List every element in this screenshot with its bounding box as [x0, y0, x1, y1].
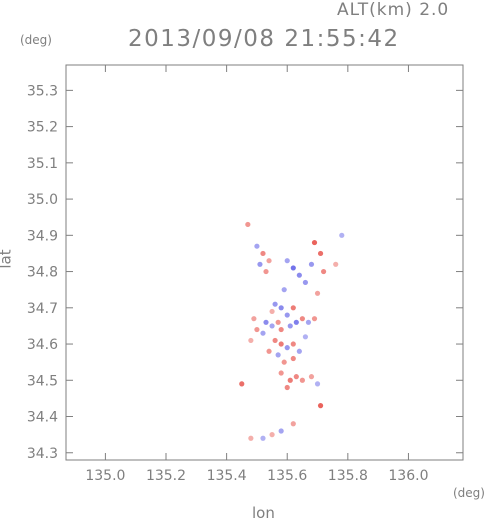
data-point: [248, 337, 254, 344]
data-point: [290, 265, 296, 271]
y-tick-label: 34.5: [27, 373, 58, 389]
data-point: [333, 261, 339, 267]
data-point: [287, 323, 293, 329]
data-point: [254, 326, 260, 333]
data-point: [293, 319, 299, 325]
data-point: [257, 261, 263, 267]
data-point: [254, 243, 260, 249]
y-tick-label: 34.8: [27, 265, 58, 281]
data-point: [296, 348, 302, 354]
data-point: [299, 377, 305, 383]
data-point: [251, 316, 257, 322]
data-point: [263, 319, 269, 325]
data-point: [281, 287, 287, 293]
data-point: [308, 261, 315, 267]
data-point: [260, 250, 266, 257]
y-tick-label: 34.9: [27, 228, 58, 244]
data-point: [320, 268, 327, 275]
data-point: [278, 428, 284, 434]
y-tick-label: 35.2: [27, 120, 58, 136]
data-point: [284, 258, 290, 264]
data-point: [272, 337, 278, 344]
data-point: [260, 330, 266, 336]
data-point: [299, 316, 305, 322]
data-point: [278, 305, 284, 311]
data-point: [293, 374, 299, 380]
data-point: [278, 341, 284, 347]
data-point: [311, 239, 318, 246]
data-point: [290, 305, 296, 311]
plot-frame: [65, 64, 464, 461]
data-point: [302, 334, 309, 340]
data-point: [269, 432, 275, 438]
data-point: [266, 348, 272, 354]
x-tick-label: 135.4: [207, 468, 247, 484]
data-point: [275, 319, 281, 325]
data-point: [308, 374, 315, 380]
data-point: [278, 326, 284, 333]
altitude-label: ALT(km) 2.0: [337, 0, 450, 20]
data-point: [248, 435, 254, 441]
data-point: [284, 384, 290, 391]
data-point: [269, 323, 275, 329]
data-point: [314, 290, 321, 296]
data-point: [263, 268, 269, 275]
y-tick-label: 34.7: [27, 301, 58, 317]
x-tick-label: 135.2: [146, 468, 186, 484]
data-point: [284, 345, 290, 351]
data-point: [284, 312, 290, 318]
y-tick-label: 35.3: [27, 83, 58, 99]
x-axis-unit: (deg): [453, 486, 485, 500]
data-point: [266, 258, 272, 264]
x-tick-label: 135.0: [85, 468, 125, 484]
y-tick-label: 34.4: [27, 410, 58, 426]
data-point: [290, 355, 296, 362]
data-point: [302, 279, 309, 286]
x-tick-label: 135.8: [328, 468, 368, 484]
data-point: [272, 301, 278, 307]
data-point: [317, 403, 324, 409]
y-tick-label: 34.6: [27, 337, 58, 353]
data-point: [296, 272, 302, 278]
x-tick-label: 135.6: [267, 468, 307, 484]
data-point: [281, 359, 287, 365]
data-point: [275, 352, 281, 358]
data-point: [287, 377, 293, 383]
data-point: [278, 370, 284, 376]
y-tick-label: 35.1: [27, 156, 58, 172]
y-tick-label: 35.0: [27, 192, 58, 208]
data-point: [317, 250, 324, 257]
x-tick-label: 136.0: [388, 468, 428, 484]
data-point: [311, 316, 318, 322]
data-point: [260, 435, 266, 441]
chart-title: 2013/09/08 21:55:42: [128, 26, 400, 52]
data-point: [305, 319, 312, 325]
data-point: [314, 381, 321, 387]
data-point: [245, 221, 251, 228]
data-point: [290, 341, 296, 347]
y-axis-unit: (deg): [20, 33, 52, 47]
data-point: [339, 232, 345, 238]
y-tick-label: 34.3: [27, 446, 58, 462]
data-point: [290, 421, 296, 427]
data-point: [239, 381, 245, 387]
data-point: [269, 308, 275, 315]
x-axis-label: lon: [252, 504, 275, 522]
